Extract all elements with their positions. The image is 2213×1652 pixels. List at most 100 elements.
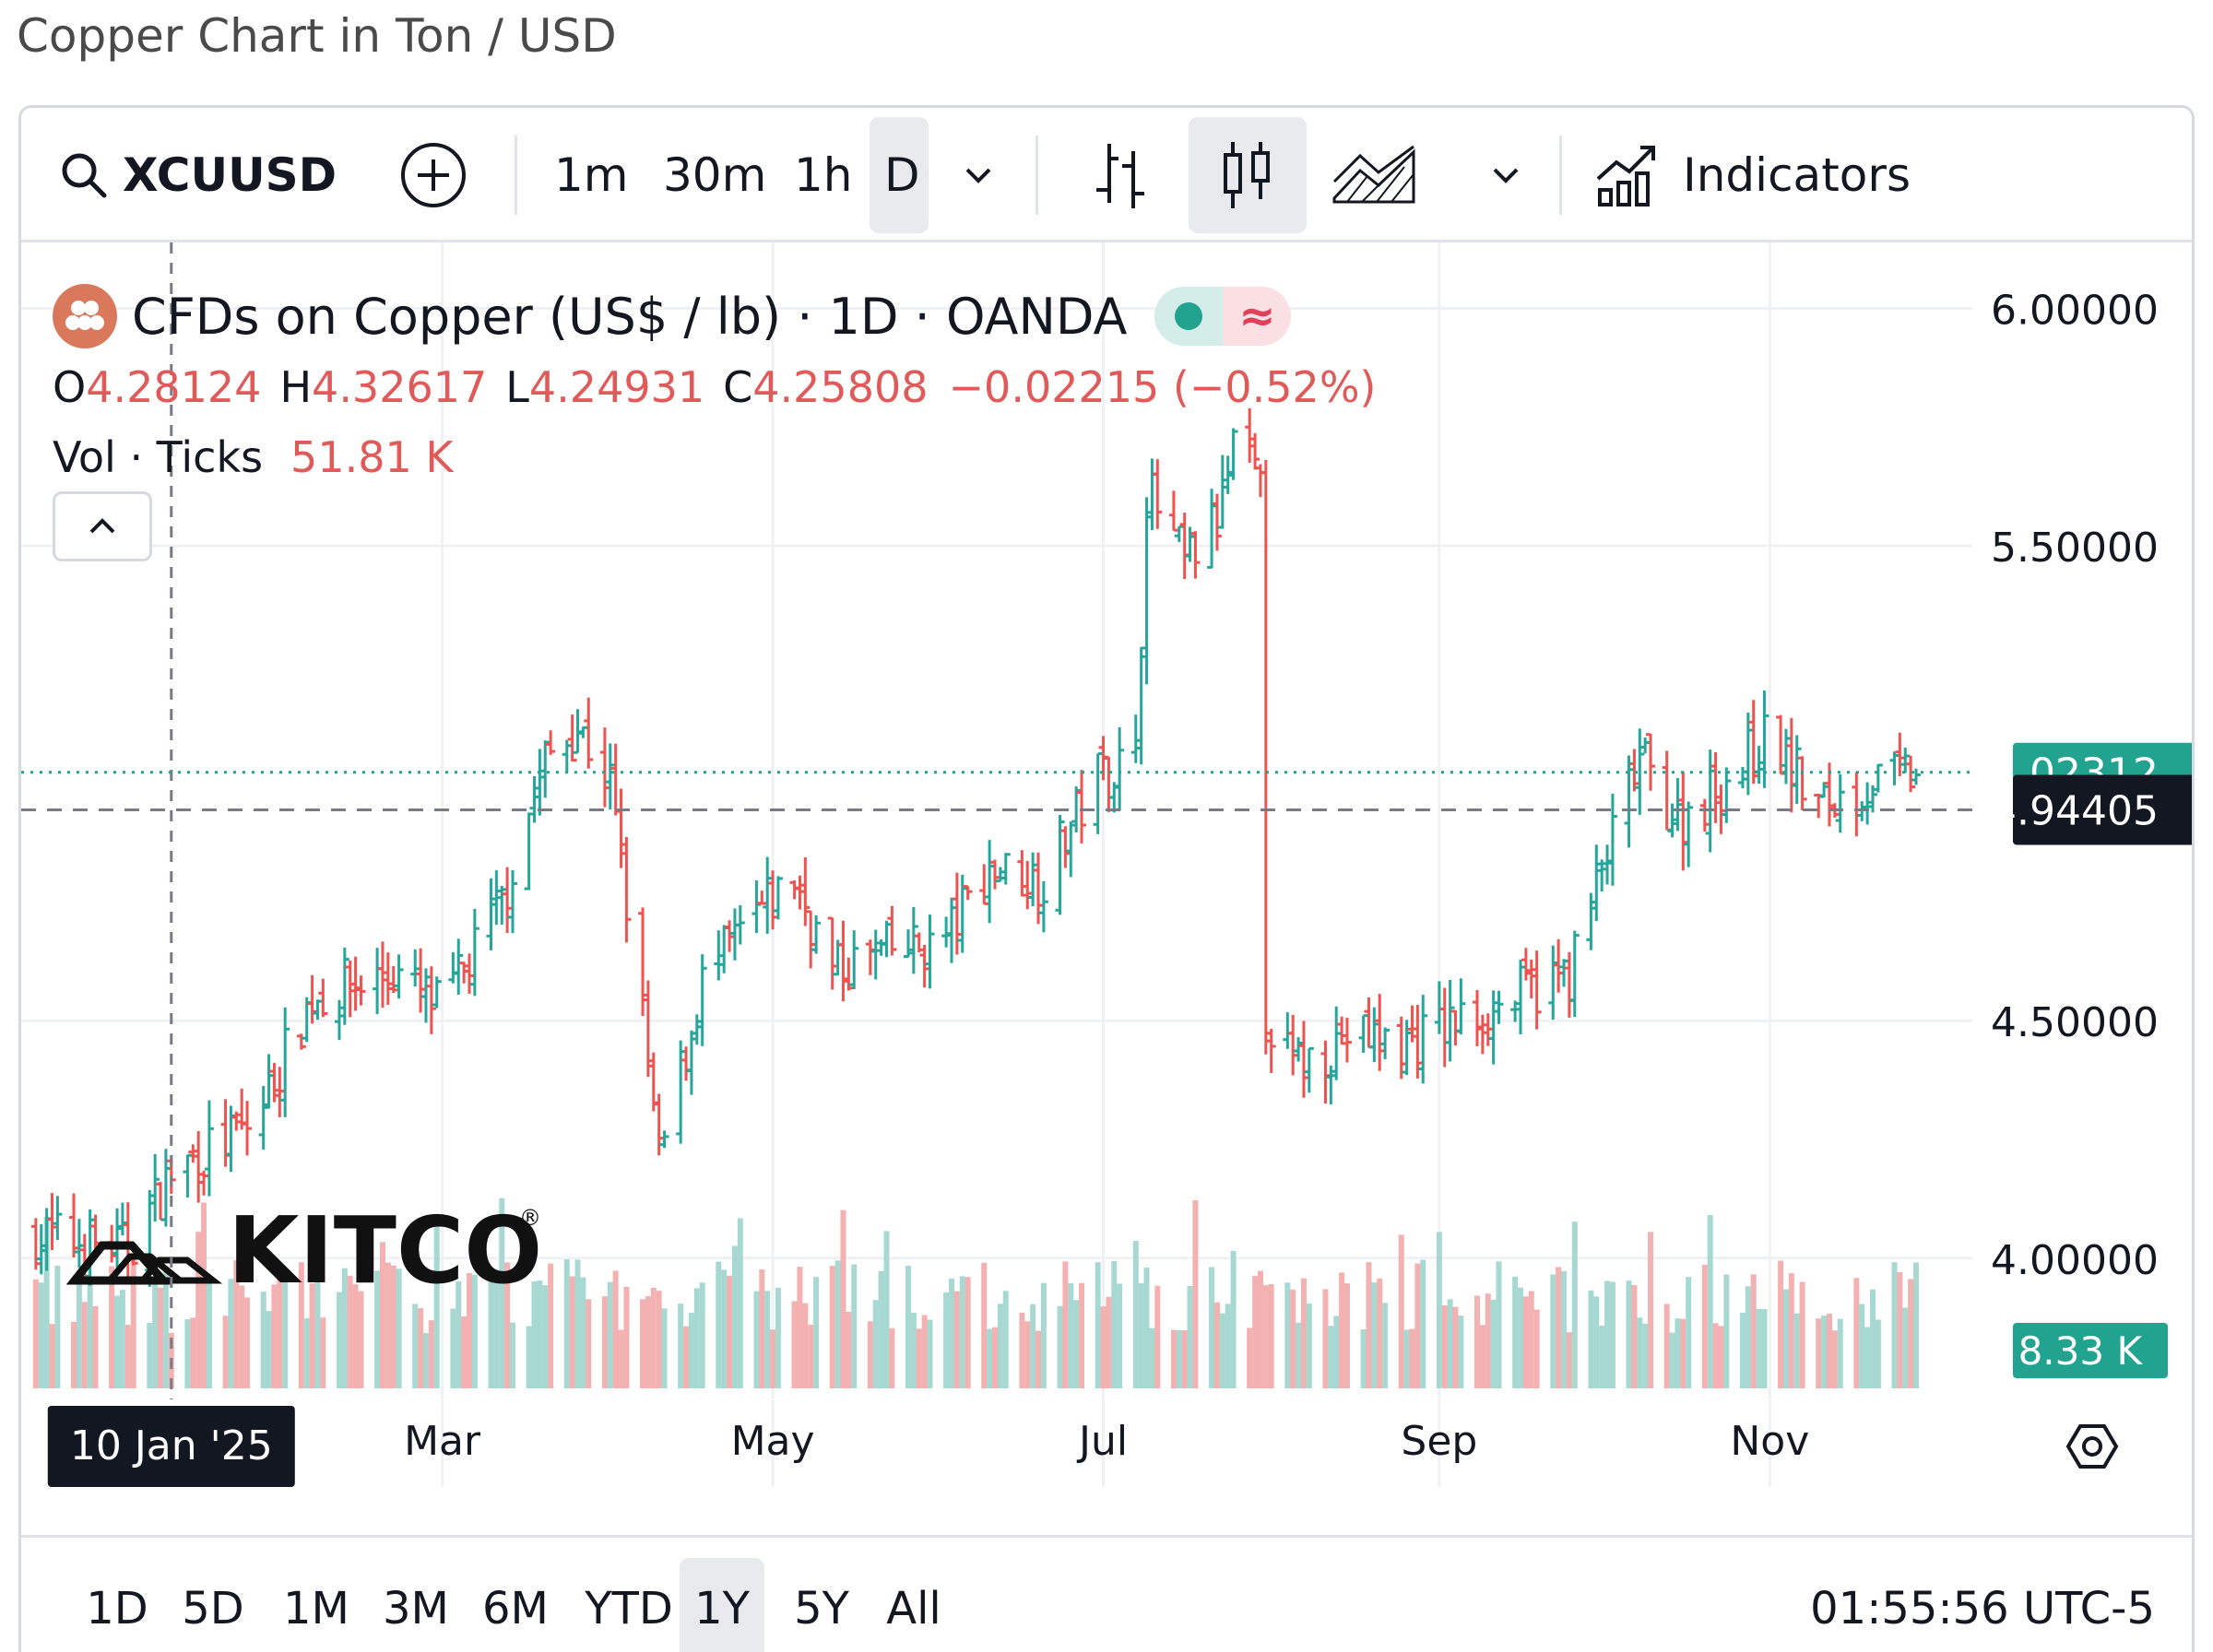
ohlc-bar: [388, 965, 398, 994]
volume-bar: [797, 1267, 803, 1388]
volume-bar: [1816, 1318, 1822, 1388]
range-all[interactable]: All: [886, 1583, 941, 1634]
area-chart-type-button[interactable]: [1331, 108, 1419, 242]
ohlc-bar: [1597, 859, 1607, 891]
market-status-pill[interactable]: ≈: [1154, 287, 1292, 346]
volume-bar: [43, 1217, 50, 1388]
volume-bar: [222, 1316, 229, 1388]
interval-dropdown[interactable]: [960, 108, 997, 242]
volume-bar: [1230, 1250, 1237, 1388]
range-6m[interactable]: 6M: [482, 1583, 549, 1634]
low-key: L: [505, 362, 529, 412]
ohlc-bar: [1066, 821, 1076, 878]
range-5y[interactable]: 5Y: [794, 1583, 849, 1634]
interval-30m[interactable]: 30m: [663, 148, 767, 202]
range-3m[interactable]: 3M: [383, 1583, 449, 1634]
ohlc-bar: [1185, 526, 1195, 562]
volume-bar: [1626, 1280, 1632, 1388]
volume-bar: [1908, 1279, 1914, 1388]
timezone-clock[interactable]: 01:55:56 UTC-5: [1810, 1583, 2155, 1634]
legend-title[interactable]: CFDs on Copper (US$ / lb) · 1D · OANDA: [132, 287, 1128, 346]
kitco-registered-mark: ®: [519, 1205, 541, 1231]
ohlc-bar: [865, 939, 875, 975]
volume-bar: [1024, 1321, 1031, 1388]
volume-bar: [851, 1264, 858, 1388]
volume-bar: [623, 1286, 630, 1388]
ohlc-bar: [85, 1209, 95, 1286]
ohlc-bar: [416, 948, 426, 1013]
ohlc-bar: [1304, 1046, 1314, 1093]
price-chart[interactable]: KITCO ® 6.00000 5.50000 4.50000 4.00000 Mar M…: [21, 242, 2195, 1533]
ohlc-bar: [1488, 990, 1498, 1065]
volume-bar: [1095, 1262, 1101, 1388]
ohlc-bar: [156, 1182, 166, 1221]
ohlc-bar: [1900, 747, 1911, 773]
ohlc-bar: [676, 1040, 686, 1144]
range-1m[interactable]: 1M: [283, 1583, 349, 1634]
ohlc-bar: [1662, 750, 1672, 832]
chart-settings-icon[interactable]: [2065, 1424, 2119, 1469]
volume-bar: [320, 1317, 326, 1388]
search-icon: [62, 153, 107, 198]
interval-1m[interactable]: 1m: [554, 148, 629, 202]
ohlc-bar: [1228, 428, 1238, 480]
volume-bar: [943, 1292, 950, 1388]
close-value: 4.25808: [752, 362, 929, 412]
volume-bar: [791, 1301, 798, 1388]
volume-bar: [1631, 1285, 1638, 1388]
volume-bar: [1366, 1262, 1372, 1388]
bar-chart-type-button[interactable]: [1091, 108, 1155, 242]
copper-symbol-icon: [53, 284, 117, 348]
volume-bar: [1002, 1291, 1009, 1388]
volume-bar: [607, 1281, 613, 1388]
volume-bar: [737, 1218, 743, 1388]
range-5d[interactable]: 5D: [182, 1583, 244, 1634]
volume-bar: [1875, 1319, 1881, 1388]
kitco-watermark: KITCO ®: [65, 1197, 542, 1304]
ohlc-bar: [1867, 785, 1877, 813]
volume-bar: [1117, 1283, 1123, 1388]
volume-bar: [147, 1322, 153, 1388]
range-1y[interactable]: 1Y: [680, 1558, 764, 1652]
volume-bar: [314, 1273, 321, 1388]
collapse-legend-button[interactable]: [53, 491, 152, 561]
low-value: 4.24931: [528, 362, 705, 412]
ohlc-bar: [838, 920, 848, 1002]
chart-area[interactable]: KITCO ® 6.00000 5.50000 4.50000 4.00000 Mar M…: [21, 242, 2192, 1652]
volume-bar: [699, 1282, 705, 1388]
volume-bar: [1604, 1280, 1611, 1388]
candle-chart-type-button[interactable]: [1214, 108, 1279, 242]
volume-bar: [206, 1276, 212, 1388]
volume-tag-label: 8.33 K: [2018, 1328, 2144, 1374]
ohlc-bar: [503, 867, 513, 934]
interval-1h[interactable]: 1h: [794, 148, 853, 202]
ohlc-bar: [1093, 752, 1103, 834]
indicators-button[interactable]: Indicators: [1594, 108, 1911, 242]
range-1d[interactable]: 1D: [86, 1583, 148, 1634]
ohlc-bar: [643, 980, 653, 1078]
crosshair-date-label: 10 Jan '25: [70, 1422, 273, 1469]
ohlc-bar: [584, 697, 594, 769]
symbol-search-button[interactable]: XCUUSD: [58, 108, 337, 242]
volume-bar: [1398, 1234, 1404, 1388]
interval-d[interactable]: D: [884, 148, 920, 202]
ohlc-bar: [1402, 1020, 1412, 1076]
ohlc-bar: [1223, 455, 1233, 494]
volume-bar: [298, 1262, 304, 1388]
volume-bar: [721, 1269, 728, 1388]
volume-bar: [1609, 1281, 1615, 1388]
range-ytd[interactable]: YTD: [585, 1583, 673, 1634]
ohlc-bar: [1130, 714, 1141, 763]
volume-bar: [1225, 1304, 1231, 1388]
x-tick-label: Sep: [1401, 1418, 1477, 1465]
chevron-down-icon: [965, 168, 991, 183]
volume-bar: [526, 1326, 532, 1388]
grid-layer: [21, 242, 2192, 1487]
compare-symbol-button[interactable]: [399, 108, 467, 242]
ohlc-bar: [36, 1223, 46, 1275]
volume-bar: [1079, 1282, 1085, 1388]
ohlc-bar: [1028, 852, 1038, 906]
ohlc-bar: [183, 1153, 193, 1198]
chart-type-dropdown[interactable]: [1487, 108, 1524, 242]
volume-key[interactable]: Vol · Ticks: [53, 432, 264, 482]
